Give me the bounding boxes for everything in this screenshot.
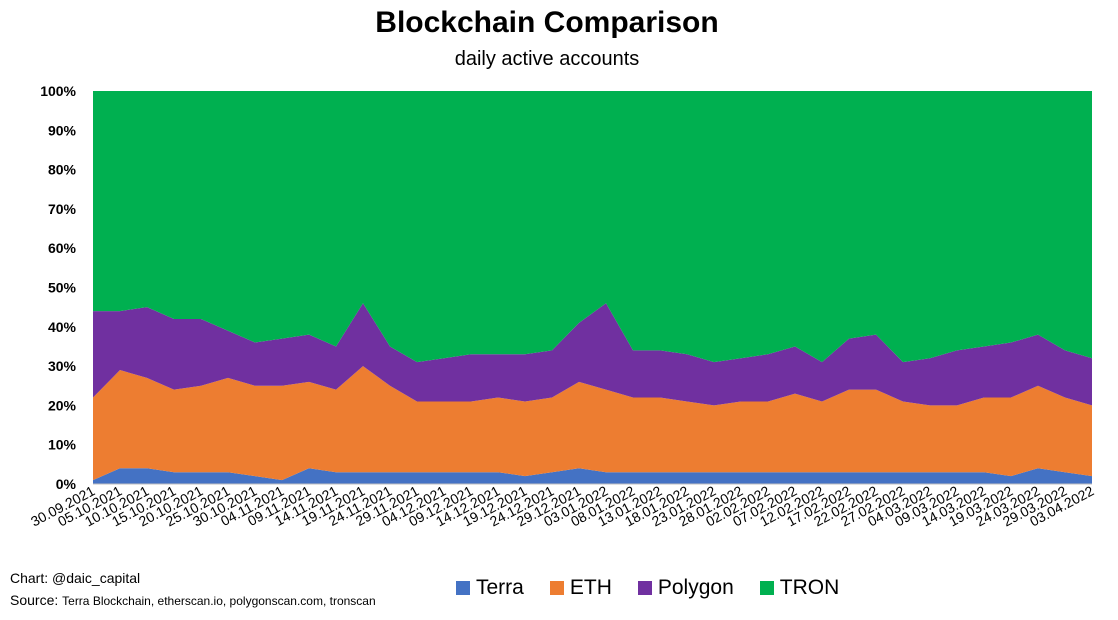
y-tick-label: 40% bbox=[48, 319, 77, 335]
y-tick-label: 0% bbox=[56, 476, 77, 492]
source-label: Source: bbox=[10, 592, 59, 608]
legend-item-eth: ETH bbox=[549, 576, 612, 600]
area-tron bbox=[93, 91, 1092, 363]
legend-label: Terra bbox=[476, 576, 524, 599]
legend-item-tron: TRON bbox=[759, 576, 840, 600]
y-tick-label: 90% bbox=[48, 122, 77, 138]
legend: Terra ETH Polygon TRON bbox=[456, 576, 839, 600]
legend-item-terra: Terra bbox=[456, 576, 524, 600]
y-tick-label: 100% bbox=[40, 83, 76, 99]
series-areas bbox=[93, 91, 1092, 484]
legend-swatch bbox=[637, 581, 652, 595]
y-tick-label: 20% bbox=[48, 397, 77, 413]
legend-label: ETH bbox=[569, 576, 612, 599]
legend-item-polygon: Polygon bbox=[637, 576, 734, 600]
y-tick-label: 80% bbox=[48, 162, 77, 178]
area-polygon bbox=[93, 303, 1092, 406]
legend-swatch bbox=[549, 581, 564, 595]
source-text: Terra Blockchain, etherscan.io, polygons… bbox=[62, 594, 376, 608]
y-tick-label: 70% bbox=[48, 201, 77, 217]
area-eth bbox=[93, 366, 1092, 481]
y-tick-label: 60% bbox=[48, 240, 77, 256]
source-credit: Source: Terra Blockchain, etherscan.io, … bbox=[10, 592, 376, 608]
legend-label: TRON bbox=[779, 576, 840, 599]
y-tick-label: 30% bbox=[48, 358, 77, 374]
chart-credit: Chart: @daic_capital bbox=[10, 570, 141, 586]
chart-subtitle: daily active accounts bbox=[454, 48, 640, 70]
legend-swatch bbox=[759, 581, 774, 595]
y-tick-label: 50% bbox=[48, 280, 77, 296]
chart-title: Blockchain Comparison bbox=[375, 6, 719, 39]
legend-swatch bbox=[456, 581, 470, 595]
legend-label: Polygon bbox=[657, 576, 734, 599]
y-tick-label: 10% bbox=[48, 437, 77, 453]
